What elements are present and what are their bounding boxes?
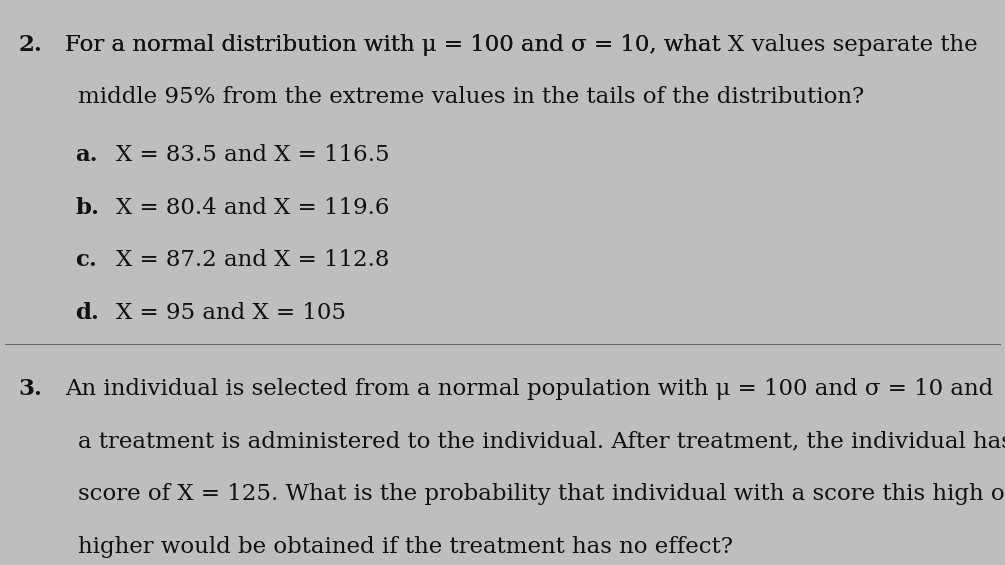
Text: For a normal distribution with μ = 100 and σ = 10, what Χ values separate the: For a normal distribution with μ = 100 a… [65,34,978,56]
Text: higher would be obtained if the treatment has no effect?: higher would be obtained if the treatmen… [78,536,734,558]
Text: c.: c. [75,249,97,271]
Text: 3.: 3. [18,378,42,400]
Text: middle 95% from the extreme values in the tails of the distribution?: middle 95% from the extreme values in th… [78,86,864,108]
Text: d.: d. [75,302,99,324]
Text: For a normal distribution with μ = 100 and σ = 10, what: For a normal distribution with μ = 100 a… [65,34,729,56]
Text: Χ = 87.2 and Χ = 112.8: Χ = 87.2 and Χ = 112.8 [116,249,389,271]
Text: b.: b. [75,197,99,219]
Text: Χ = 80.4 and Χ = 119.6: Χ = 80.4 and Χ = 119.6 [116,197,389,219]
Text: a treatment is administered to the individual. After treatment, the individual h: a treatment is administered to the indiv… [78,431,1005,453]
Text: 2.: 2. [18,34,42,56]
Text: Χ = 95 and Χ = 105: Χ = 95 and Χ = 105 [116,302,346,324]
Text: An individual is selected from a normal population with μ = 100 and σ = 10 and: An individual is selected from a normal … [65,378,994,400]
Text: score of Χ = 125. What is the probability that individual with a score this high: score of Χ = 125. What is the probabilit… [78,483,1005,505]
Text: Χ = 83.5 and Χ = 116.5: Χ = 83.5 and Χ = 116.5 [116,144,389,166]
Text: a.: a. [75,144,98,166]
